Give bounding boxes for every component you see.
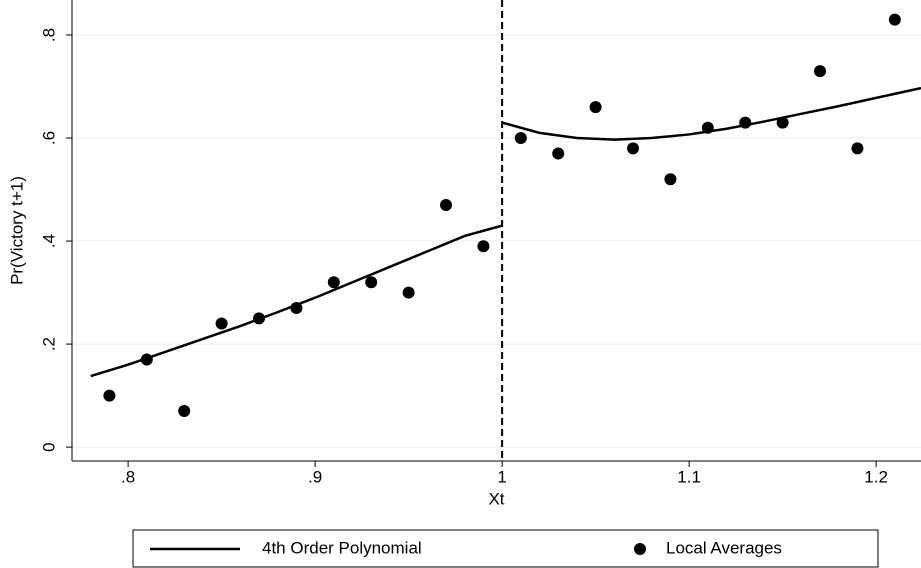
point — [776, 116, 789, 129]
point — [440, 199, 453, 212]
point — [365, 276, 378, 289]
point — [739, 116, 752, 129]
point — [851, 142, 864, 155]
legend-label: Local Averages — [666, 538, 782, 557]
x-tick-label: .8 — [121, 467, 135, 486]
point — [140, 353, 153, 366]
y-tick-label: .8 — [39, 28, 58, 42]
x-tick-label: .9 — [308, 467, 322, 486]
point — [103, 389, 116, 402]
point — [888, 13, 901, 26]
y-tick-label: .6 — [39, 131, 58, 145]
point — [178, 405, 191, 418]
fit-line — [90, 86, 921, 378]
y-axis-title: Pr(Victory t+1) — [7, 176, 26, 285]
point — [477, 240, 490, 253]
x-tick-label: 1.2 — [864, 467, 888, 486]
y-tick-label: 0 — [39, 442, 58, 451]
point — [327, 276, 340, 289]
legend-box — [132, 529, 879, 568]
point — [814, 65, 827, 78]
x-tick-label: 1.1 — [677, 467, 701, 486]
legend-label: 4th Order Polynomial — [262, 538, 422, 557]
point — [552, 147, 565, 160]
point — [589, 101, 602, 114]
y-tick-label: .2 — [39, 337, 58, 351]
y-tick-label: .4 — [39, 234, 58, 248]
legend-marker — [634, 543, 646, 555]
point — [701, 121, 714, 134]
point — [253, 312, 266, 325]
point — [290, 302, 303, 315]
point — [664, 173, 677, 186]
point — [514, 132, 527, 145]
point — [402, 286, 415, 299]
point — [215, 317, 228, 330]
point — [627, 142, 640, 155]
x-tick-label: 1 — [497, 467, 506, 486]
x-axis-title: Xt — [488, 489, 504, 508]
